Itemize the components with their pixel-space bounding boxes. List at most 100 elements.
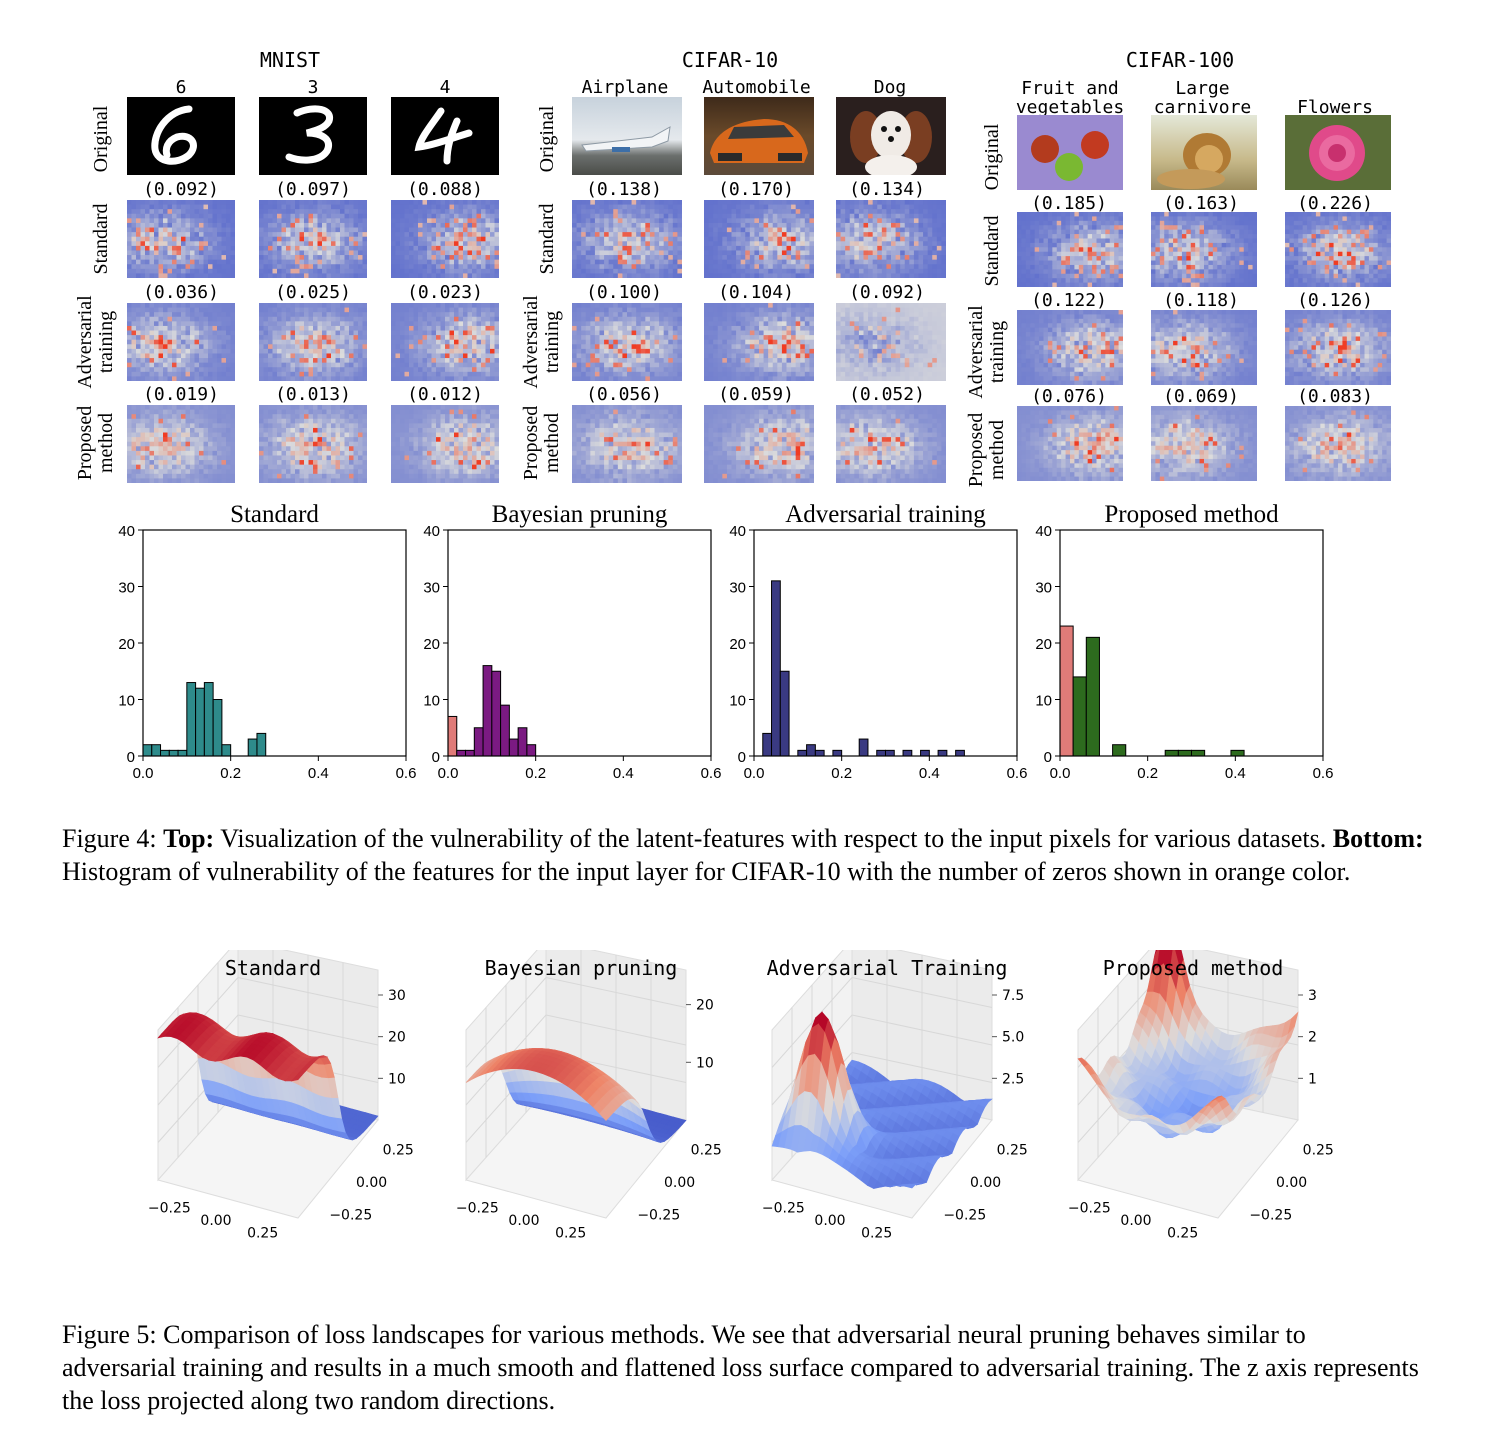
x-tick-label: 0.2 [1137,765,1158,782]
x-tick-label: 0.6 [701,765,722,782]
z-tick-label: 7.5 [1002,988,1024,1004]
row-label-original-mnist: Original [90,105,112,173]
histogram-bar [1191,749,1206,757]
value-label: (0.056) [586,384,662,405]
histogram-panel: Standard 0 10 20 30 40 0.0 0.2 0.4 0.6 [118,501,416,782]
value-label: (0.104) [718,282,794,303]
x-tick-label: 0.2 [831,765,852,782]
x-tick-label: 0.25 [247,1226,278,1242]
original-image-rose [1285,115,1391,190]
y-tick-label: 10 [423,693,440,710]
plot-frame [753,529,1018,757]
x-tick-label: 0.0 [744,765,765,782]
y-tick-label: 10 [1035,693,1052,710]
figure-4-label: Figure 4: [62,824,157,853]
value-label: (0.023) [407,282,483,303]
heatmap-tile [1285,212,1391,287]
surface-plot-title: Standard [224,956,322,980]
value-label: (0.076) [1031,386,1107,407]
class-label-4: 4 [439,77,451,98]
row-label-adversarial-mnist: Adversarial training [74,295,117,389]
y-tick-label: 40 [423,523,440,540]
heatmap-tile [836,200,946,278]
original-image-digit-6 [127,97,235,175]
histogram-title: Bayesian pruning [492,501,668,528]
y-tick-label: 0 [432,749,440,766]
histogram-bar [247,738,258,757]
histogram-bar [1230,749,1245,757]
row-label-proposed-mnist: Proposed method [74,405,117,481]
histogram-bar [1085,636,1100,757]
x-tick-label: −0.25 [148,1200,191,1216]
value-label: (0.100) [586,282,662,303]
z-tick-label: 30 [388,988,406,1004]
row-label-standard-cifar10: Standard [536,203,558,275]
heatmap-tile [836,303,946,381]
row-label-standard-mnist: Standard [90,203,112,275]
histogram-bar [1112,744,1127,757]
heatmap-tile [572,405,682,483]
heatmap-tile [259,200,367,278]
x-tick-label: 0.4 [919,765,940,782]
heatmap-tile [1285,406,1391,481]
histogram-bar [526,744,537,757]
value-label: (0.226) [1297,193,1373,214]
value-label: (0.052) [849,384,925,405]
figure-5-caption-text: Comparison of loss landscapes for variou… [62,1320,1419,1415]
x-tick-label: 0.2 [525,765,546,782]
z-tick-label: 10 [696,1055,714,1071]
histogram-bar [920,749,930,757]
x-tick-label: 0.4 [1225,765,1246,782]
class-label-3: 3 [307,77,319,98]
y-tick-label: 30 [118,580,135,597]
histogram-bar [473,727,484,757]
y-tick-label: 40 [729,523,746,540]
heatmap-tile [1017,406,1123,481]
y-tick-label: −0.25 [943,1208,986,1224]
x-tick-label: 0.00 [814,1213,845,1229]
heatmap-tile [391,200,499,278]
class-label-fruit-vegetables: Fruit and vegetables [1015,78,1125,118]
caption-top-bold: Top: [163,824,215,853]
y-tick-label: −0.25 [1249,1208,1292,1224]
histogram-panel: Adversarial training 0 10 20 30 40 0.0 0.2 0.4 0.… [729,501,1027,782]
histogram-bar [160,749,170,757]
y-tick-label: 0.25 [997,1142,1028,1158]
histogram-bar [832,749,843,757]
y-tick-label: 40 [1035,523,1052,540]
loss-surface [157,1012,379,1141]
value-label: (0.036) [143,282,219,303]
y-tick-label: 10 [729,693,746,710]
histogram-bar [937,749,948,757]
original-image-automobile [704,97,814,175]
histogram-bar [779,670,790,757]
y-tick-label: 20 [118,636,135,653]
value-label: (0.185) [1031,193,1107,214]
heatmap-tile [572,303,682,381]
heatmap-tile [1151,310,1257,385]
loss-surface-plot: 10 20 30 −0.25 0.00 0.25 0.25 0.00 −0.25 Standard [128,950,418,1260]
class-label-6: 6 [175,77,187,98]
histogram-bar [517,727,528,757]
y-tick-label: 0.25 [383,1142,414,1158]
value-label: (0.088) [407,179,483,200]
y-tick-label: 0 [127,749,135,766]
histogram-panel: Proposed method 0 10 20 30 40 0.0 0.2 0.4 0.6 [1035,501,1333,782]
value-label: (0.025) [275,282,351,303]
z-tick-label: 1 [1308,1071,1317,1087]
histogram-bar [1177,749,1192,757]
heatmap-tile [836,405,946,483]
y-tick-label: 0.00 [970,1175,1001,1191]
histogram-bar [212,699,223,757]
x-tick-label: −0.25 [762,1200,805,1216]
z-tick-label: 10 [388,1071,406,1087]
heatmap-tile [572,200,682,278]
histogram-bar [482,665,493,757]
histogram-bar [1164,749,1179,757]
plot-frame [142,529,407,757]
histogram-bar [771,580,781,757]
x-tick-label: 0.25 [1167,1226,1198,1242]
heatmap-tile [704,200,814,278]
heatmap-tile [127,200,235,278]
